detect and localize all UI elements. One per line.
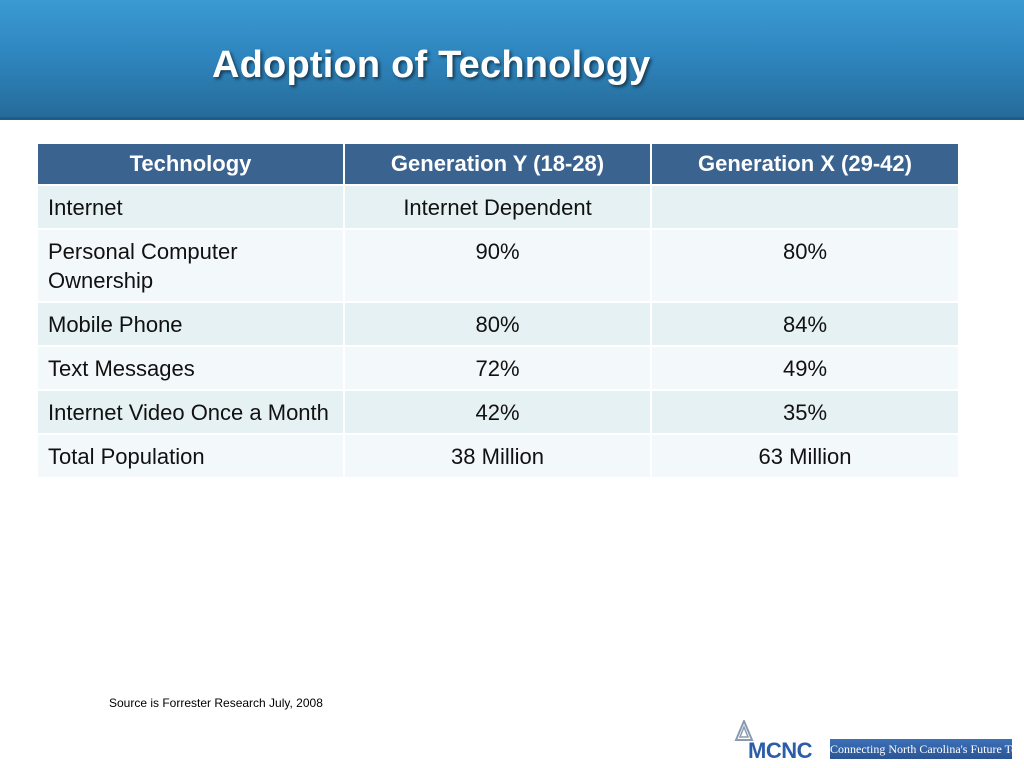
technology-cell: Internet Video Once a Month [36, 389, 345, 435]
table-row: Text Messages 72% 49% [36, 345, 960, 391]
gen-x-cell: 49% [650, 345, 960, 391]
mcnc-logo: MCNC Connecting North Carolina's Future … [734, 720, 1024, 763]
gen-x-cell: 84% [650, 301, 960, 347]
gen-x-cell [650, 184, 960, 230]
logo-wordmark: MCNC [748, 738, 813, 763]
table-row: Total Population 38 Million 63 Million [36, 433, 960, 479]
gen-x-cell: 35% [650, 389, 960, 435]
technology-cell: Text Messages [36, 345, 345, 391]
gen-x-cell: 80% [650, 228, 960, 303]
triangle-logo-icon [734, 720, 754, 741]
gen-y-cell: 42% [343, 389, 652, 435]
gen-y-cell: Internet Dependent [343, 184, 652, 230]
technology-cell: Personal Computer Ownership [36, 228, 345, 303]
table-header-row: Technology Generation Y (18-28) Generati… [36, 142, 960, 186]
table-row: Mobile Phone 80% 84% [36, 301, 960, 347]
source-note: Source is Forrester Research July, 2008 [109, 696, 323, 710]
table-row: Internet Video Once a Month 42% 35% [36, 389, 960, 435]
logo-tagline: Connecting North Carolina's Future Today [830, 739, 1024, 759]
table-row: Personal Computer Ownership 90% 80% [36, 228, 960, 303]
technology-adoption-table: Technology Generation Y (18-28) Generati… [36, 142, 960, 479]
technology-cell: Mobile Phone [36, 301, 345, 347]
table-row: Internet Internet Dependent [36, 184, 960, 230]
technology-cell: Total Population [36, 433, 345, 479]
gen-y-cell: 80% [343, 301, 652, 347]
slide-title: Adoption of Technology [212, 44, 651, 86]
gen-y-cell: 38 Million [343, 433, 652, 479]
technology-cell: Internet [36, 184, 345, 230]
header-generation-x: Generation X (29-42) [650, 142, 960, 186]
header-technology: Technology [36, 142, 345, 186]
gen-x-cell: 63 Million [650, 433, 960, 479]
title-banner: Adoption of Technology [0, 0, 1024, 120]
gen-y-cell: 72% [343, 345, 652, 391]
header-generation-y: Generation Y (18-28) [343, 142, 652, 186]
gen-y-cell: 90% [343, 228, 652, 303]
